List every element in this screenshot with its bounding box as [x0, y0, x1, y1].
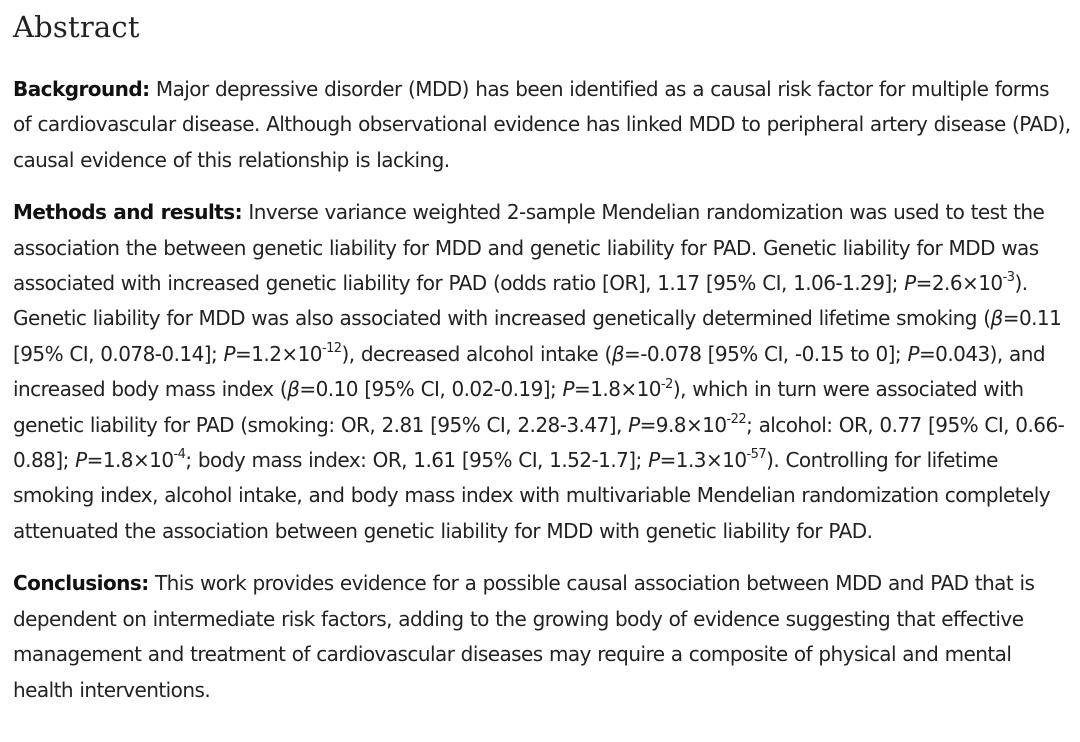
abstract-heading: Abstract [13, 10, 140, 44]
methods-text: =0.10 [95% CI, 0.02-0.19]; [299, 377, 563, 402]
p-value-symbol: P [904, 271, 916, 296]
methods-text: =1.8×10 [86, 448, 174, 473]
beta-symbol: β [287, 377, 300, 402]
methods-text: ), which in turn were associated with ge… [13, 377, 1024, 437]
background-label: Background: [13, 77, 150, 101]
methods-text: =1.8×10 [574, 377, 661, 402]
methods-text: ), decreased alcohol intake ( [341, 341, 613, 366]
p-value-symbol: P [75, 448, 87, 473]
background-text: Major depressive disorder (MDD) has been… [13, 77, 1071, 172]
beta-symbol: β [611, 341, 625, 366]
methods-text: ; body mass index: OR, 1.61 [95% CI, 1.5… [185, 448, 649, 473]
p-value-symbol: P [907, 341, 919, 366]
methods-text: =0.043), and increased body mass index ( [13, 341, 1046, 402]
exponent: -4 [173, 447, 186, 463]
p-value-symbol: P [223, 341, 236, 366]
p-value-symbol: P [562, 377, 575, 402]
methods-results-label: Methods and results: [13, 200, 243, 225]
exponent: -2 [660, 376, 673, 392]
methods-text: Inverse variance weighted 2-sample Mende… [13, 200, 1045, 296]
methods-text: ). Genetic liability for MDD was also as… [13, 271, 1028, 331]
methods-text: =1.2×10 [235, 341, 322, 366]
methods-text: =1.3×10 [659, 448, 747, 473]
background-paragraph: Background: Major depressive disorder (M… [13, 72, 1073, 178]
methods-text: =9.8×10 [639, 412, 727, 437]
methods-text: =-0.078 [95% CI, -0.15 to 0]; [623, 341, 908, 366]
exponent: -3 [1002, 270, 1015, 286]
abstract-section: Abstract Background: Major depressive di… [13, 0, 1073, 708]
conclusions-label: Conclusions: [13, 571, 149, 596]
p-value-symbol: P [628, 412, 640, 437]
methods-text: ; alcohol: OR, 0.77 [95% CI, 0.66-0.88]; [13, 412, 1065, 473]
methods-results-paragraph: Methods and results: Inverse variance we… [13, 195, 1073, 549]
exponent: -22 [726, 412, 747, 427]
methods-text: =2.6×10 [915, 271, 1003, 296]
conclusions-paragraph: Conclusions: This work provides evidence… [13, 566, 1073, 708]
p-value-symbol: P [648, 448, 660, 473]
beta-symbol: β [990, 306, 1004, 331]
methods-text: ). Controlling for lifetime smoking inde… [13, 448, 1051, 543]
exponent: -57 [746, 447, 767, 463]
conclusions-text: This work provides evidence for a possib… [13, 571, 1035, 702]
exponent: -12 [321, 341, 342, 357]
methods-text: =0.11 [95% CI, 0.078-0.14]; [13, 306, 1062, 366]
